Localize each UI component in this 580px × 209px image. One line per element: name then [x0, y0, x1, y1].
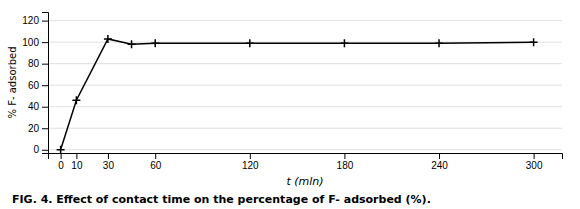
marker — [72, 96, 80, 104]
x-tick-label: 120 — [242, 160, 259, 171]
grid-line — [48, 149, 562, 150]
x-axis-line — [49, 154, 563, 160]
x-tick-mark — [344, 153, 345, 159]
x-tick: 60 — [150, 153, 162, 171]
y-tick-label: 40 — [28, 101, 40, 112]
grid-line — [48, 20, 562, 21]
x-tick: 240 — [431, 153, 448, 171]
marker — [246, 39, 254, 47]
x-tick-label: 30 — [103, 160, 115, 171]
x-axis-title: t (mln) — [286, 175, 323, 188]
y-tick-mark — [42, 85, 48, 86]
series — [57, 35, 538, 153]
y-tick-label: 20 — [28, 123, 40, 134]
x-tick-label: 60 — [150, 160, 162, 171]
grid-line — [48, 63, 562, 64]
grid-line — [48, 85, 562, 86]
y-tick: 60 — [28, 80, 48, 91]
x-tick: 30 — [103, 153, 115, 171]
y-tick: 100 — [22, 37, 48, 48]
x-tick: 180 — [337, 153, 354, 171]
x-tick-label: 300 — [526, 160, 543, 171]
x-tick: 10 — [71, 153, 83, 171]
marker — [530, 38, 538, 46]
y-tick-label: 80 — [28, 58, 40, 69]
y-axis-title: % F- adsorbed — [7, 47, 18, 119]
y-tick-mark — [42, 107, 48, 108]
x-tick-label: 240 — [431, 160, 448, 171]
x-tick-label: 180 — [337, 160, 354, 171]
x-axis: 0 10 30 60 120 180 240 300 — [49, 153, 563, 171]
marker — [57, 146, 65, 153]
x-tick-mark — [439, 153, 440, 159]
x-tick: 120 — [242, 153, 259, 171]
grid — [48, 21, 562, 150]
x-tick-mark — [61, 153, 62, 159]
line — [61, 39, 534, 150]
y-tick-mark — [42, 128, 48, 129]
y-tick-label: 60 — [28, 80, 40, 91]
chart: 0 10 30 60 120 180 240 300 0 20 40 60 80 100 120 t (mln… — [0, 0, 580, 209]
y-tick-label: 0 — [33, 144, 39, 155]
y-axis-line — [42, 13, 49, 154]
y-tick: 40 — [28, 101, 48, 112]
y-tick-mark — [42, 64, 48, 65]
y-tick-label: 100 — [22, 37, 39, 48]
y-tick-mark — [42, 150, 48, 151]
x-tick: 0 — [58, 153, 64, 171]
y-axis: 0 20 40 60 80 100 120 — [22, 13, 48, 156]
y-tick: 80 — [28, 58, 48, 69]
marker — [128, 40, 136, 48]
x-tick-mark — [155, 153, 156, 159]
x-tick: 300 — [526, 153, 543, 171]
x-tick-mark — [534, 153, 535, 159]
marker — [340, 39, 348, 47]
marker — [104, 35, 112, 43]
x-tick-label: 10 — [71, 160, 83, 171]
x-tick-label: 0 — [58, 160, 64, 171]
y-tick-mark — [42, 21, 48, 22]
y-tick: 20 — [28, 123, 48, 134]
grid-line — [48, 106, 562, 107]
y-tick-label: 120 — [22, 15, 39, 26]
marker — [151, 39, 159, 47]
y-tick-mark — [42, 42, 48, 43]
x-tick-mark — [76, 153, 77, 159]
caption: FIG. 4. Effect of contact time on the pe… — [12, 193, 431, 206]
y-tick: 0 — [33, 144, 48, 155]
grid-line — [48, 128, 562, 129]
x-tick-mark — [250, 153, 251, 159]
plot: 0 10 30 60 120 180 240 300 0 20 40 60 80 100 120 — [22, 13, 562, 172]
x-tick-mark — [108, 153, 109, 159]
y-tick: 120 — [22, 15, 48, 26]
marker — [435, 39, 443, 47]
